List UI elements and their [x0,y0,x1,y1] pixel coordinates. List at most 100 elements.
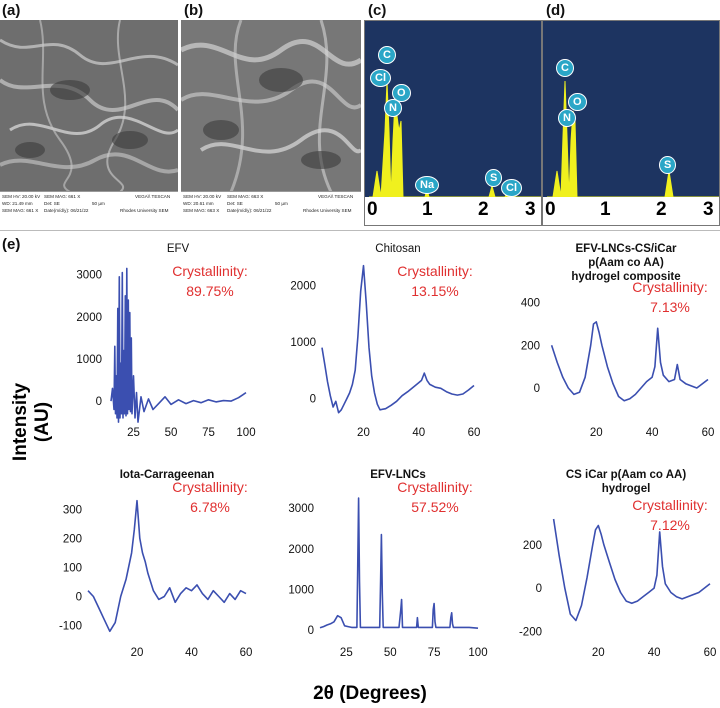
y-tick-label: 100 [63,562,82,574]
y-tick-label: 2000 [290,280,316,292]
x-tick-label: 75 [428,647,441,659]
edx-peaks-c [369,80,541,197]
y-tick-label: 3000 [76,270,102,282]
edx-tick: 2 [478,199,489,220]
xrd-series-line [321,264,475,414]
y-tick-label: 200 [521,340,540,352]
edx-peaks-d [547,80,719,197]
sem-wd: WD: 20.61 mm [183,201,214,206]
x-tick-label: 25 [340,647,353,659]
chart-title: Iota-Carrageenan [120,469,215,481]
edx-badge-N: N [384,99,402,117]
sem-scale: 50 µm [275,201,288,206]
edx-spectrum-d: C O N S 0 1 2 3 [542,20,720,226]
sem-mag: SEM MAG: 663 X [183,208,220,213]
sem-univ: Rhodes University SEM [120,208,169,213]
xrd-series-line [319,497,479,629]
crystallinity-label: Crystallinity: [397,479,472,495]
edx-badge-O: O [392,84,411,102]
edx-tick: 1 [600,199,611,220]
edx-badge-Cl: Cl [370,69,391,87]
crystallinity-value: 13.15% [411,283,458,299]
sem-date: Date(m/d/y): 06/21/22 [44,208,89,213]
crystallinity-value: 89.75% [186,283,233,299]
crystallinity-label: Crystallinity: [632,279,707,295]
panel-label-e: (e) [2,236,21,253]
crystallinity-label: Crystallinity: [397,263,472,279]
edx-badge-S: S [659,156,677,174]
edx-badge-N: N [558,109,576,127]
sem-univ: Rhodes University SEM [303,208,352,213]
x-tick-label: 100 [236,427,255,439]
x-tick-label: 60 [240,647,253,659]
sem-info-bar-a: SEM HV: 20.00 kV WD: 21.49 mm SEM MAG: 6… [0,191,178,218]
crystallinity-label: Crystallinity: [172,263,247,279]
edx-badge-O: O [568,93,587,111]
chart-title: EFV-LNCs [370,469,426,481]
edx-tick: 0 [545,199,556,220]
chart-title: EFV-LNCs-CS/iCar [576,243,677,255]
edx-spectrum-c: C Cl O N Na S Cl 0 1 2 3 [364,20,542,226]
chart-title: p(Aam co AA) [588,257,664,269]
chart-title: hydrogel composite [571,271,680,283]
x-tick-label: 50 [165,427,178,439]
y-tick-label: -200 [519,626,542,638]
x-tick-label: 40 [412,427,425,439]
x-tick-label: 60 [468,427,481,439]
y-tick-label: 0 [310,394,316,406]
y-tick-label: 1000 [290,337,316,349]
x-tick-label: 75 [202,427,215,439]
y-tick-label: -100 [59,620,82,632]
crystallinity-value: 6.78% [190,499,230,515]
xrd-series-line [110,267,247,423]
edx-axis-c: 0 1 2 3 [365,197,541,225]
sem-mag: SEM MAG: 661 X [2,208,39,213]
chart-title: hydrogel [602,483,651,495]
edx-badge-C: C [556,59,574,77]
sem-texture-a [0,20,178,192]
chart-title: CS iCar p(Aam co AA) [566,469,687,481]
y-tick-label: 300 [63,504,82,516]
x-tick-label: 40 [646,427,659,439]
x-tick-label: 40 [185,647,198,659]
edx-tick: 0 [367,199,378,220]
sem-date: Date(m/d/y): 06/21/22 [227,208,272,213]
sem-mag2: SEM MAG: 661 X [44,194,81,199]
xrd-series-line [87,499,247,633]
xrd-series-line [550,321,709,402]
sem-info-bar-b: SEM HV: 20.00 kV WD: 20.61 mm SEM MAG: 6… [181,191,361,218]
edx-badge-Cl2: Cl [501,179,522,197]
sem-wd: WD: 21.49 mm [2,201,33,206]
y-tick-label: 0 [536,583,542,595]
x-tick-label: 20 [357,427,370,439]
y-tick-label: 200 [63,533,82,545]
x-tick-label: 50 [384,647,397,659]
crystallinity-value: 7.13% [650,299,690,315]
chart-title: Chitosan [375,243,420,255]
y-tick-label: 0 [76,591,82,603]
y-tick-label: 0 [96,396,102,408]
edx-badge-C: C [378,46,396,64]
y-tick-label: 1000 [76,354,102,366]
y-tick-label: 0 [534,383,540,395]
edx-badge-S: S [485,169,503,187]
x-axis-label: 2θ (Degrees) [313,683,427,704]
sem-image-a: SEM HV: 20.00 kV WD: 21.49 mm SEM MAG: 6… [0,20,178,218]
edx-tick: 1 [422,199,433,220]
sem-hv: SEM HV: 20.00 kV [2,194,41,199]
xrd-series-line [552,518,711,622]
sem-brand: VEGA\\ TESCAN [135,194,171,199]
y-tick-label: 3000 [288,503,314,515]
edx-badge-Na: Na [415,176,440,194]
sem-scale: 50 µm [92,201,105,206]
sem-image-b: SEM HV: 20.00 kV WD: 20.61 mm SEM MAG: 6… [181,20,361,218]
y-tick-label: 0 [308,625,314,637]
x-tick-label: 20 [590,427,603,439]
sem-det: Det: SE [44,201,60,206]
panel-label-b: (b) [184,2,204,19]
sem-det: Det: SE [227,201,243,206]
y-tick-label: 1000 [288,584,314,596]
x-tick-label: 20 [131,647,144,659]
edx-tick: 3 [703,199,714,220]
